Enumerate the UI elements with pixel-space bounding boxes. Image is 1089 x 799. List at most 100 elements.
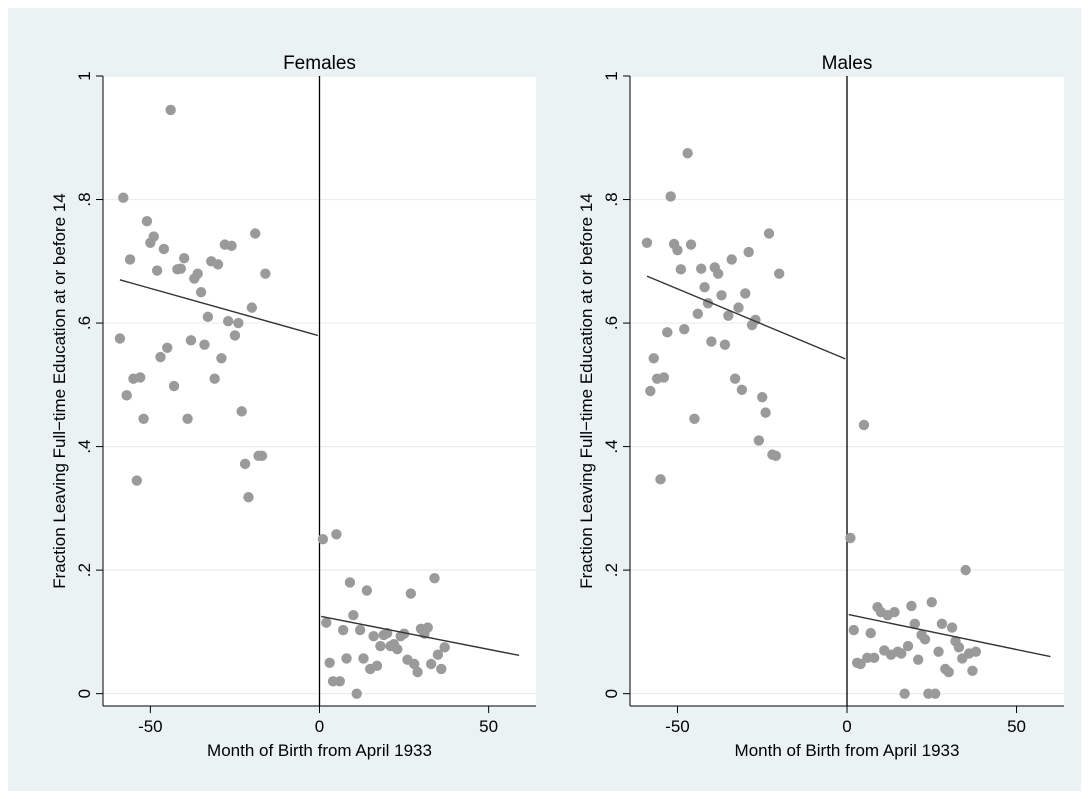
data-point — [913, 654, 924, 665]
data-point — [970, 646, 982, 657]
y-tick-label: .2 — [75, 563, 94, 577]
data-point — [845, 532, 856, 544]
data-point — [405, 588, 417, 599]
data-point — [706, 336, 717, 347]
data-point — [943, 666, 954, 678]
y-tick-label: .4 — [602, 439, 621, 453]
data-point — [689, 413, 700, 424]
data-point — [946, 622, 958, 633]
data-point — [392, 643, 403, 655]
data-point — [665, 191, 676, 202]
data-point — [425, 658, 437, 670]
panel-females: 0 .2 .4 .6 .8 1 -50 0 50 Females Month of Birth fr… — [50, 53, 536, 760]
data-point — [246, 302, 258, 313]
data-point — [716, 290, 727, 301]
data-point — [896, 648, 907, 659]
data-point — [351, 688, 362, 699]
data-point — [641, 237, 653, 248]
data-point — [967, 665, 978, 676]
y-tick-label: 1 — [602, 71, 621, 80]
data-point — [770, 450, 781, 462]
y-tick-label: 1 — [75, 71, 94, 80]
data-point — [124, 254, 136, 265]
chart-canvas: 0 .2 .4 .6 .8 1 -50 0 50 Females Month of Birth fr… — [50, 53, 1064, 760]
data-point — [195, 286, 207, 298]
data-point — [855, 658, 866, 670]
data-point — [209, 373, 220, 384]
data-point — [185, 335, 197, 346]
data-point — [960, 564, 971, 576]
fit-line — [646, 275, 846, 360]
y-tick-label: 0 — [602, 689, 621, 698]
data-point — [848, 624, 859, 636]
data-point — [202, 311, 214, 323]
data-point — [439, 642, 450, 653]
data-point — [919, 634, 931, 645]
panel-title: Males — [822, 53, 873, 74]
data-point — [672, 244, 683, 256]
data-point — [165, 104, 176, 116]
data-point — [212, 259, 224, 270]
data-point — [175, 263, 187, 274]
data-point — [236, 406, 247, 417]
data-point — [121, 390, 132, 401]
data-point — [906, 600, 917, 612]
data-point — [429, 572, 440, 584]
y-tick-label: .6 — [602, 316, 621, 330]
data-point — [422, 622, 433, 633]
data-point — [902, 640, 914, 652]
data-point — [743, 246, 754, 258]
x-tick-label: 50 — [479, 717, 498, 736]
data-point — [682, 148, 693, 159]
data-point — [162, 342, 173, 353]
data-point — [192, 268, 203, 279]
data-point — [141, 215, 153, 227]
y-tick-label: .6 — [75, 316, 94, 330]
data-point — [909, 618, 921, 630]
data-point — [324, 657, 335, 668]
data-point — [243, 492, 254, 503]
data-point — [250, 228, 261, 239]
data-point — [933, 646, 944, 657]
data-point — [675, 264, 687, 275]
data-point — [229, 330, 241, 341]
data-point — [412, 666, 423, 678]
data-point — [645, 385, 656, 397]
data-point — [662, 327, 673, 338]
data-point — [899, 688, 910, 699]
panel-males: 0 .2 .4 .6 .8 1 -50 0 50 Males Month of Birth from… — [577, 53, 1064, 760]
data-point — [929, 688, 941, 699]
data-point — [723, 310, 734, 321]
data-point — [151, 265, 163, 276]
x-tick-label: -50 — [665, 717, 690, 736]
data-point — [233, 317, 244, 329]
data-point — [222, 316, 234, 327]
data-point — [337, 624, 349, 636]
data-point — [409, 658, 420, 670]
data-point — [138, 413, 149, 424]
data-point — [256, 450, 268, 462]
y-axis-label: Fraction Leaving Full−time Education at … — [50, 193, 69, 588]
data-point — [168, 380, 180, 392]
x-tick-label: 50 — [1007, 717, 1026, 736]
data-point — [736, 384, 748, 395]
data-point — [216, 353, 227, 364]
y-tick-label: .4 — [75, 439, 94, 453]
data-point — [760, 407, 771, 418]
data-point — [679, 324, 690, 335]
data-point — [757, 391, 768, 403]
x-axis-label: Month of Birth from April 1933 — [207, 741, 432, 760]
data-point — [199, 339, 210, 350]
data-point — [719, 339, 731, 350]
x-tick-label: 0 — [842, 717, 851, 736]
fit-line — [119, 279, 318, 337]
data-point — [436, 663, 447, 675]
data-point — [131, 475, 143, 486]
data-point — [696, 263, 707, 274]
y-tick-label: .8 — [75, 192, 94, 206]
y-axis-label: Fraction Leaving Full−time Education at … — [577, 193, 596, 588]
x-axis-label: Month of Birth from April 1933 — [735, 741, 960, 760]
data-point — [148, 231, 159, 242]
data-point — [135, 372, 146, 383]
data-point — [226, 240, 237, 252]
